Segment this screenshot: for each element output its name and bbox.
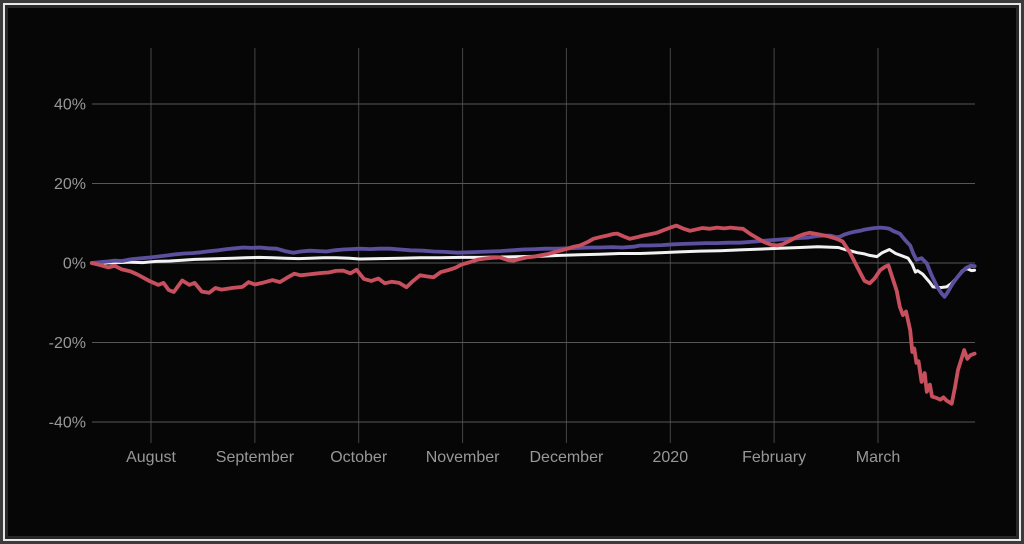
x-tick-label-september: September	[216, 449, 295, 466]
x-tick-label-march: March	[856, 449, 900, 466]
y-tick-label: -40%	[49, 415, 86, 432]
y-tick-label: 0%	[63, 256, 86, 273]
x-tick-label-december: December	[529, 449, 603, 466]
series-line-red	[89, 223, 977, 406]
y-tick-label: -20%	[49, 335, 86, 352]
x-tick-label-february: February	[742, 449, 806, 466]
y-tick-label: 20%	[54, 176, 86, 193]
series-line-purple	[89, 225, 977, 299]
x-tick-label-august: August	[126, 449, 176, 466]
x-tick-label-november: November	[426, 449, 500, 466]
x-tick-label-2020: 2020	[653, 449, 689, 466]
y-tick-label: 40%	[54, 97, 86, 114]
chart-frame	[3, 3, 1021, 541]
series-line-white	[90, 245, 977, 290]
x-tick-label-october: October	[330, 449, 388, 466]
